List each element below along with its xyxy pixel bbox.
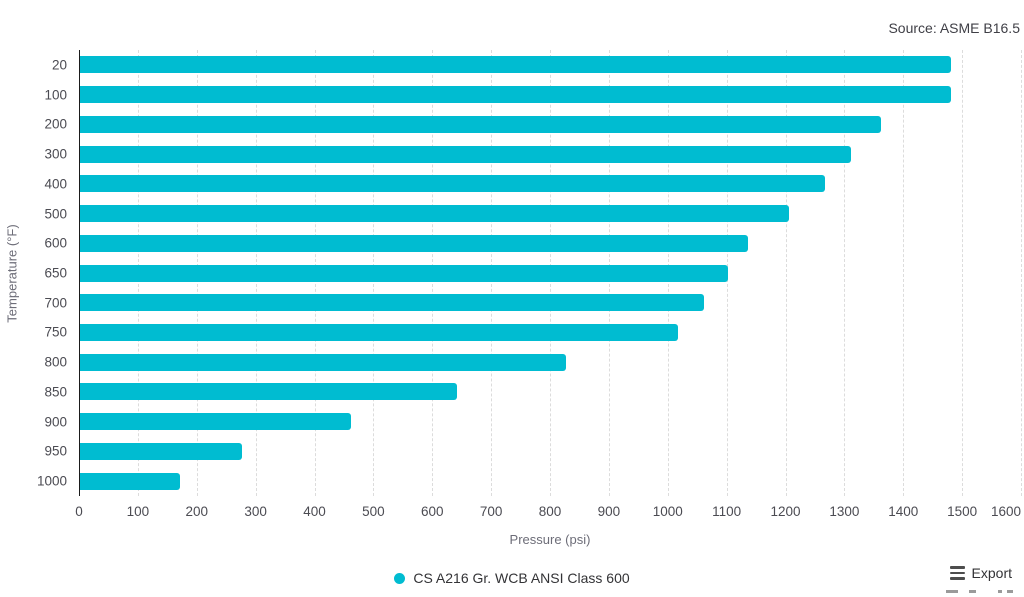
x-tick-label: 300 <box>244 504 267 519</box>
bar-400F[interactable] <box>80 175 825 193</box>
y-tick-label: 850 <box>44 384 67 400</box>
y-tick-label: 300 <box>44 146 67 162</box>
y-tick-label: 20 <box>51 57 67 73</box>
x-tick-label: 100 <box>126 504 150 519</box>
bar-650F[interactable] <box>80 264 728 282</box>
y-tick-label: 950 <box>44 443 67 459</box>
bar-850F[interactable] <box>80 383 457 401</box>
x-tick-label: 1100 <box>712 504 742 519</box>
clipped-text-fragments <box>928 590 1018 594</box>
x-tick-label: 700 <box>479 504 503 519</box>
x-tick-label: 400 <box>303 504 326 519</box>
x-tick-label: 500 <box>362 504 385 519</box>
y-tick-label: 700 <box>44 295 67 311</box>
x-tick-label: 1000 <box>652 504 683 519</box>
y-tick-label: 400 <box>44 176 67 192</box>
gridline <box>903 50 905 496</box>
x-axis-tick-labels: 0 100 200 300 400 500 600 700 800 900 1000 1100 1200… <box>75 504 1021 522</box>
x-tick-label: 600 <box>420 504 444 519</box>
bar-900F[interactable] <box>80 413 351 431</box>
export-button-label: Export <box>971 565 1012 581</box>
x-axis-title: Pressure (psi) <box>509 532 591 547</box>
hamburger-menu-icon <box>949 566 965 580</box>
legend-series-marker-icon <box>394 572 406 584</box>
x-tick-label: 800 <box>538 504 562 519</box>
source-annotation: Source: ASME B16.5 <box>888 20 1020 36</box>
y-tick-label: 800 <box>44 354 67 370</box>
x-tick-label: 1400 <box>888 504 919 519</box>
plot-area <box>79 50 1022 496</box>
x-tick-label: 900 <box>597 504 621 519</box>
y-tick-label: 1000 <box>36 473 67 489</box>
legend-series-label: CS A216 Gr. WCB ANSI Class 600 <box>413 570 630 586</box>
y-tick-label: 650 <box>44 265 67 281</box>
gridline <box>844 50 846 496</box>
bar-750F[interactable] <box>80 323 678 341</box>
bar-300F[interactable] <box>80 145 852 163</box>
y-tick-label: 900 <box>44 414 67 430</box>
y-tick-label: 200 <box>44 116 67 132</box>
bar-200F[interactable] <box>80 115 881 133</box>
bar-1000F[interactable] <box>80 472 181 490</box>
x-tick-label: 1600 <box>990 504 1021 519</box>
bar-800F[interactable] <box>80 353 566 371</box>
y-tick-label: 100 <box>44 87 67 103</box>
y-tick-label: 500 <box>44 206 67 222</box>
bar-600F[interactable] <box>80 234 749 252</box>
x-tick-label: 200 <box>185 504 209 519</box>
x-tick-label: 1300 <box>829 504 860 519</box>
bar-100F[interactable] <box>80 86 952 104</box>
x-tick-label: 0 <box>75 504 83 519</box>
gridline <box>962 50 964 496</box>
y-tick-label: 750 <box>44 324 67 340</box>
legend[interactable]: CS A216 Gr. WCB ANSI Class 600 <box>0 567 1024 589</box>
export-button[interactable]: Export <box>949 565 1012 581</box>
gridline <box>785 50 787 496</box>
bar-950F[interactable] <box>80 442 242 460</box>
bar-20F[interactable] <box>80 56 952 74</box>
y-axis-tick-labels: 20 100 200 300 400 500 600 650 700 750 800 850 900 95… <box>0 50 79 496</box>
bar-500F[interactable] <box>80 205 790 223</box>
y-tick-label: 600 <box>44 235 67 251</box>
x-tick-label: 1200 <box>770 504 801 519</box>
gridline <box>1021 50 1022 496</box>
x-tick-label: 1500 <box>947 504 978 519</box>
bar-700F[interactable] <box>80 294 705 312</box>
